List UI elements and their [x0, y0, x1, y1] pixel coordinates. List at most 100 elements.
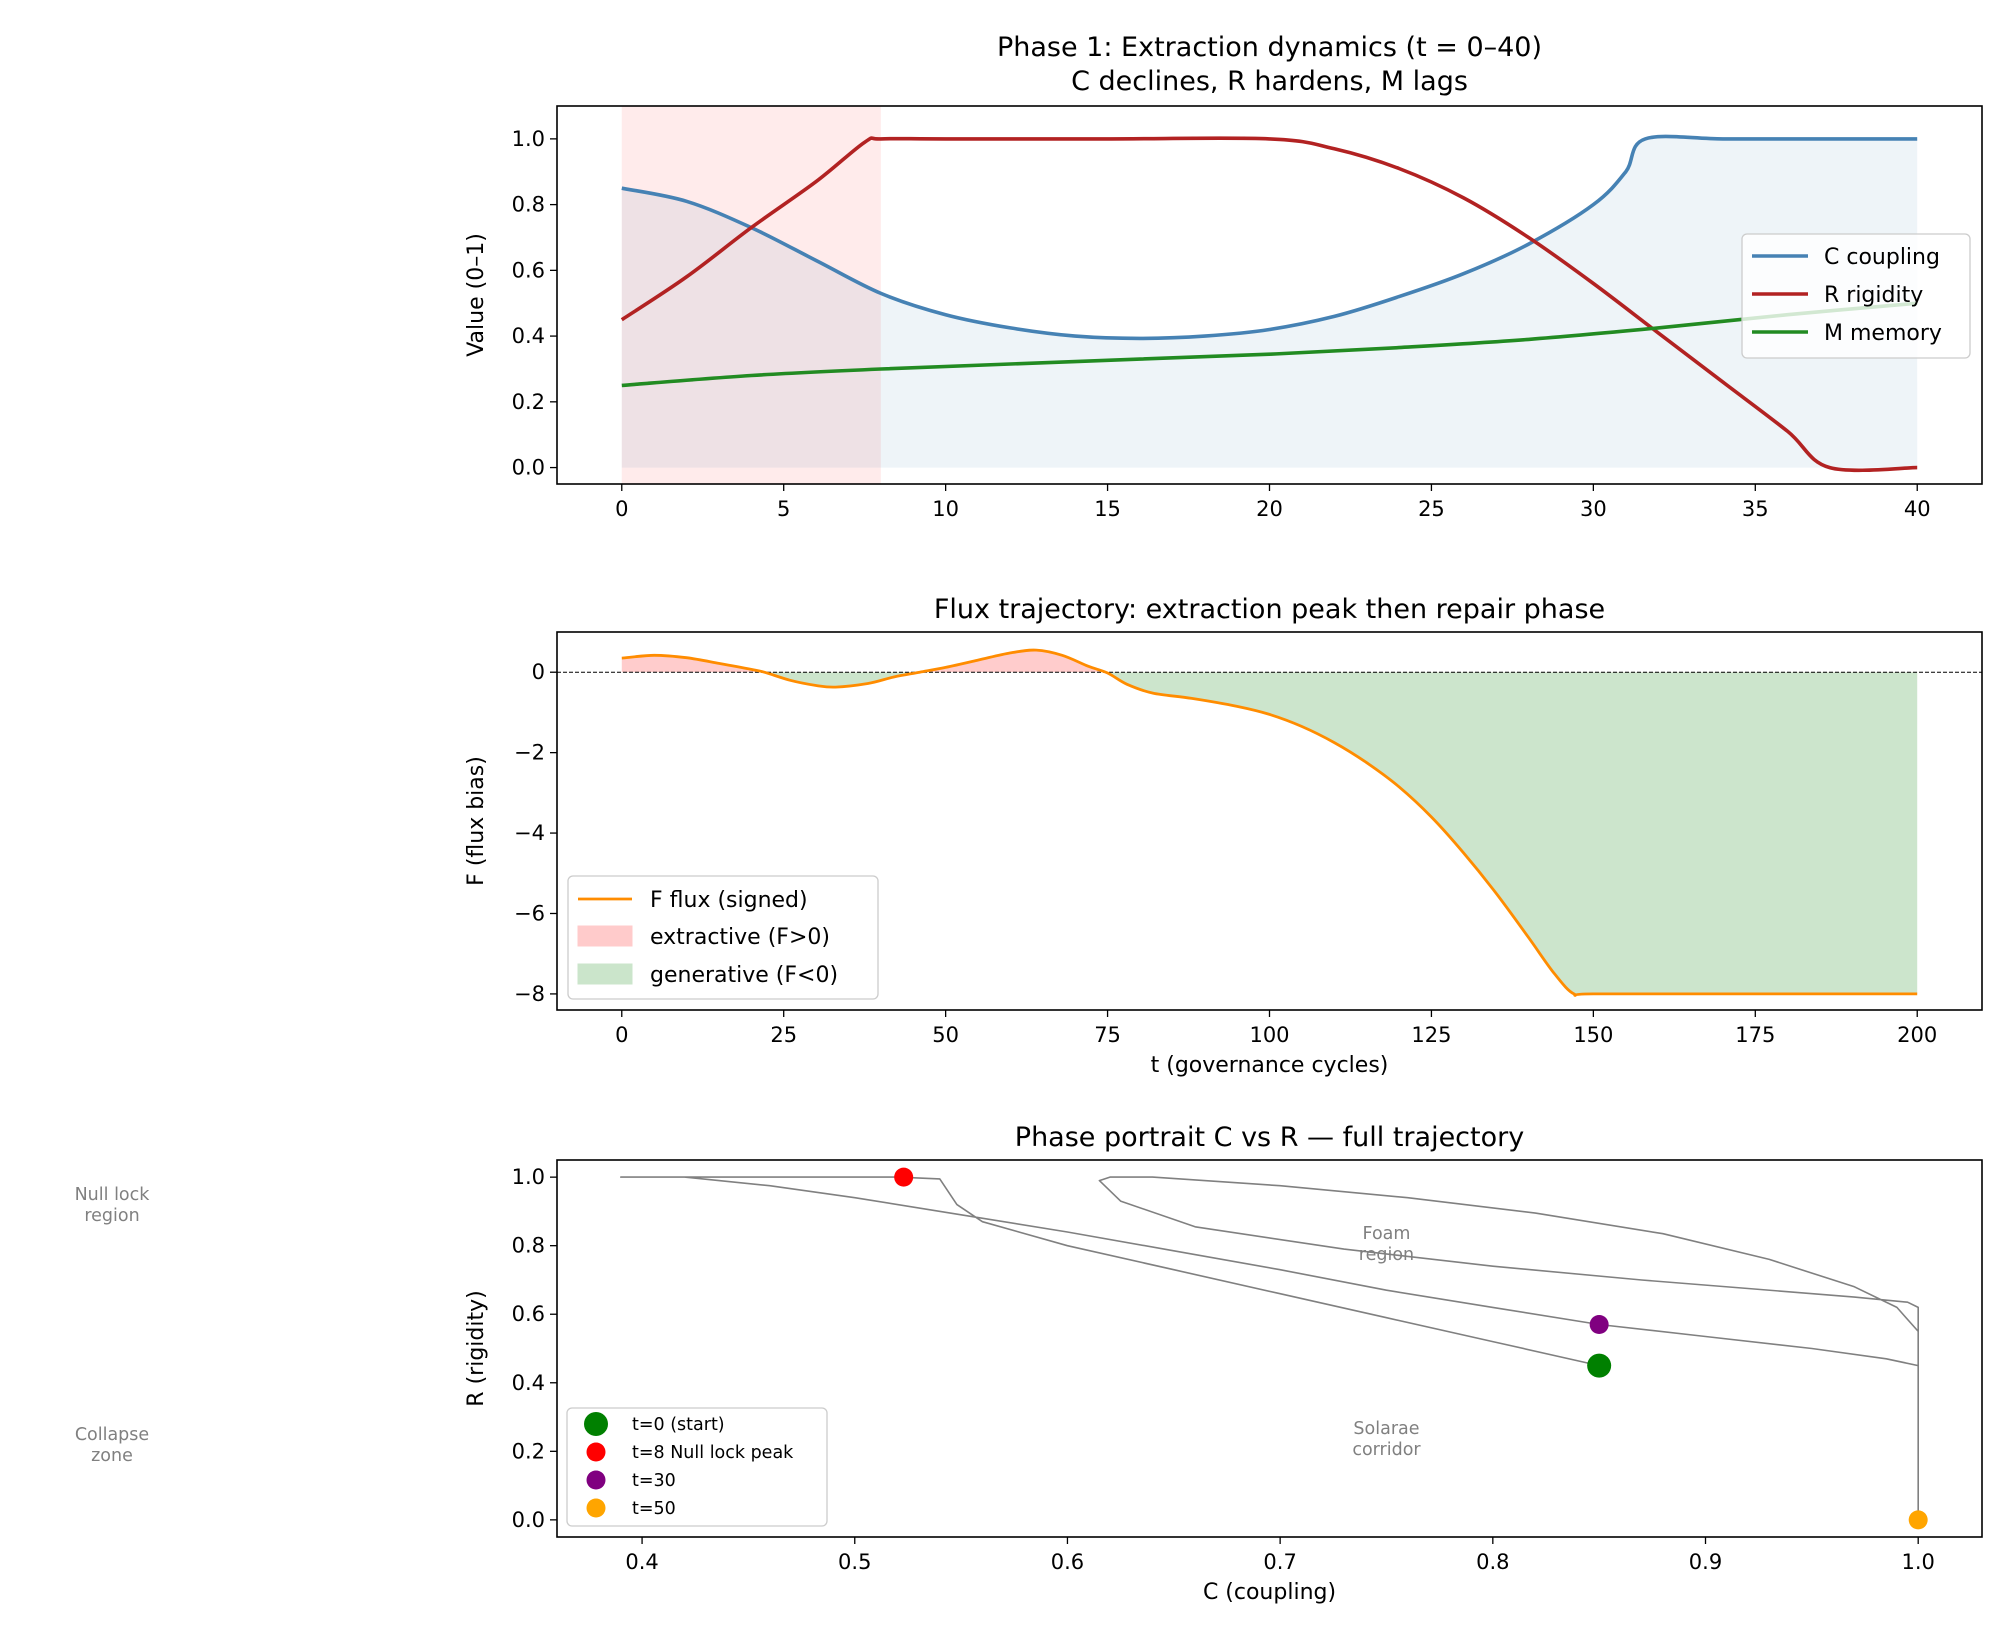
extraction-span	[621, 106, 881, 484]
x-tick-label: 0.4	[625, 1550, 658, 1574]
legend-label: C coupling	[1824, 245, 1940, 270]
legend-label: t=8 Null lock peak	[632, 1443, 794, 1463]
chart-extraction: Phase 1: Extraction dynamics (t = 0–40)C…	[464, 32, 1983, 521]
chart-phase-portrait: Phase portrait C vs R — full trajectory F…	[75, 1122, 1983, 1605]
legend-box	[1741, 233, 1971, 359]
y-tick-label: −6	[514, 901, 545, 925]
x-tick-label: 200	[1897, 1023, 1937, 1047]
chart-subtitle: C declines, R hardens, M lags	[1071, 66, 1468, 97]
x-tick-label: 0	[615, 497, 628, 521]
x-tick-label: 100	[1249, 1023, 1289, 1047]
region-annotation: zone	[91, 1446, 133, 1466]
legend: F flux (signed) extractive (F>0) generativ…	[567, 875, 879, 1000]
x-tick-label: 40	[1904, 497, 1931, 521]
y-tick-label: −4	[514, 821, 545, 845]
x-tick-label: 0	[615, 1023, 628, 1047]
trajectory-line	[620, 1176, 1919, 1520]
axes-frame	[556, 631, 1983, 1011]
y-tick-label: 0.4	[512, 324, 545, 348]
y-tick-label: 0.8	[512, 1234, 545, 1258]
legend-label: t=0 (start)	[632, 1415, 725, 1435]
legend-label: extractive (F>0)	[650, 925, 830, 950]
x-tick-label: 0.7	[1263, 1550, 1296, 1574]
x-tick-label: 0.5	[838, 1550, 871, 1574]
x-tick-label: 175	[1735, 1023, 1775, 1047]
y-tick-label: 0.8	[512, 193, 545, 217]
y-tick-label: 0.4	[512, 1371, 545, 1395]
marker-t50	[1908, 1510, 1928, 1530]
y-tick-label: 0.2	[512, 1439, 545, 1463]
legend-marker	[586, 1470, 606, 1490]
region-annotation: Collapse	[75, 1425, 149, 1445]
y-tick-label: 0.6	[512, 1302, 545, 1326]
legend-marker	[586, 1498, 606, 1518]
y-axis-label: Value (0–1)	[464, 233, 489, 357]
legend-label: R rigidity	[1824, 283, 1923, 308]
marker-t8	[894, 1167, 914, 1187]
x-axis-label: C (coupling)	[1203, 1580, 1336, 1605]
legend: t=0 (start) t=8 Null lock peak t=30 t=50	[566, 1407, 828, 1527]
y-tick-label: −8	[514, 982, 545, 1006]
x-tick-label: 1.0	[1901, 1550, 1934, 1574]
legend: C coupling R rigidity M memory	[1741, 233, 1971, 359]
region-annotation: region	[1359, 1245, 1414, 1265]
y-tick-label: 0.0	[512, 456, 545, 480]
region-annotation: Solarae	[1353, 1419, 1419, 1439]
legend-swatch	[577, 963, 633, 985]
legend-label: M memory	[1824, 321, 1942, 346]
x-tick-label: 20	[1256, 497, 1283, 521]
legend-label: t=50	[632, 1499, 676, 1519]
chart-title: Phase 1: Extraction dynamics (t = 0–40)	[997, 32, 1542, 63]
x-tick-label: 15	[1094, 497, 1121, 521]
series-line-c	[621, 134, 1918, 341]
x-tick-label: 10	[932, 497, 959, 521]
region-annotation: region	[84, 1206, 139, 1226]
chart-flux: Flux trajectory: extraction peak then re…	[464, 594, 1983, 1078]
x-tick-label: 30	[1580, 497, 1607, 521]
extractive-fill	[621, 650, 1106, 673]
x-tick-label: 25	[1418, 497, 1445, 521]
legend-marker	[584, 1412, 608, 1436]
x-tick-label: 50	[932, 1023, 959, 1047]
legend-label: F flux (signed)	[650, 888, 808, 913]
x-tick-label: 0.6	[1051, 1550, 1084, 1574]
y-tick-label: 1.0	[512, 127, 545, 151]
y-tick-label: 0.2	[512, 390, 545, 414]
region-annotation: Null lock	[75, 1185, 151, 1205]
x-tick-label: 25	[770, 1023, 797, 1047]
y-tick-label: 0	[532, 660, 545, 684]
legend-box	[567, 875, 879, 1000]
x-tick-label: 5	[777, 497, 790, 521]
marker-t30	[1589, 1315, 1609, 1335]
y-tick-label: −2	[514, 741, 545, 765]
x-tick-label: 0.8	[1476, 1550, 1509, 1574]
chart-title: Flux trajectory: extraction peak then re…	[934, 594, 1605, 625]
axes-frame	[556, 105, 1983, 485]
generative-fill	[621, 672, 1918, 996]
flux-line	[621, 648, 1918, 997]
x-tick-label: 0.9	[1689, 1550, 1722, 1574]
y-tick-label: 0.0	[512, 1508, 545, 1532]
y-tick-label: 0.6	[512, 258, 545, 282]
axes-frame	[556, 1159, 1983, 1538]
y-axis-label: F (flux bias)	[464, 756, 489, 886]
chart-title: Phase portrait C vs R — full trajectory	[1015, 1122, 1524, 1153]
region-annotation: corridor	[1352, 1440, 1421, 1460]
legend-swatch	[577, 925, 633, 947]
series-line-r	[620, 136, 1918, 473]
legend-label: t=30	[632, 1471, 676, 1491]
c-area-fill	[621, 136, 1918, 468]
x-axis-label: t (governance cycles)	[1151, 1053, 1389, 1078]
region-annotation: Foam	[1363, 1224, 1411, 1244]
x-tick-label: 125	[1411, 1023, 1451, 1047]
series-line-m	[621, 301, 1918, 388]
x-tick-label: 150	[1573, 1023, 1613, 1047]
y-tick-label: 1.0	[512, 1165, 545, 1189]
legend-marker	[586, 1442, 606, 1462]
x-tick-label: 35	[1742, 497, 1769, 521]
legend-label: generative (F<0)	[650, 963, 838, 988]
y-axis-label: R (rigidity)	[464, 1290, 489, 1406]
x-tick-label: 75	[1094, 1023, 1121, 1047]
legend-box	[566, 1407, 828, 1527]
